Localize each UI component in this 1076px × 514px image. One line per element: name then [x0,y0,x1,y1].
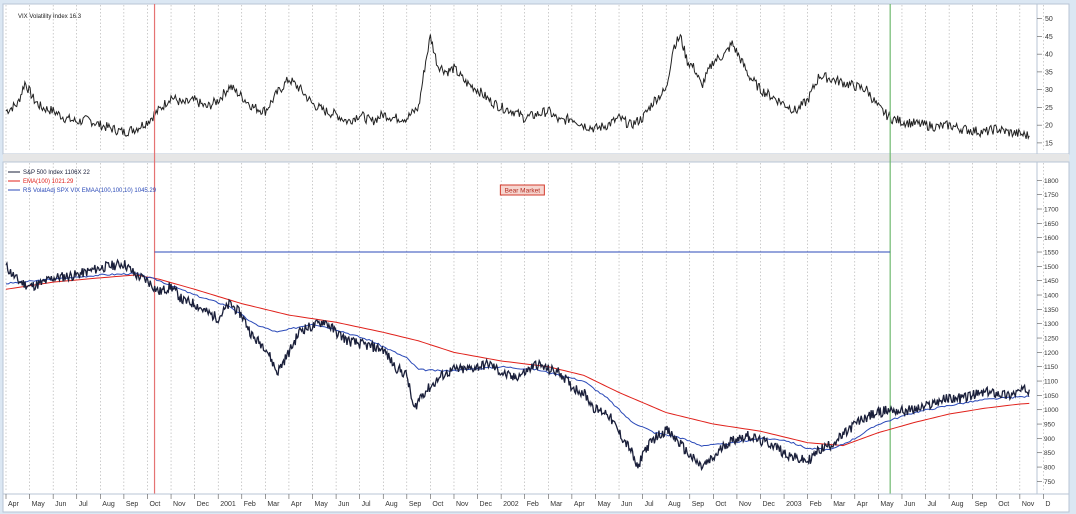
x-tick-label: 2002 [503,501,519,508]
x-tick-label: Aug [668,501,681,508]
x-tick-label: Jul [928,501,937,508]
bear-market-box [499,184,545,196]
spx-y-tick-label: 1050 [1044,393,1059,400]
spx-y-tick-label: 1550 [1044,250,1059,257]
x-tick-label: 2003 [786,501,802,508]
x-tick-label: Aug [385,501,398,508]
legend-adj: RS VolatAdj SPX VIX EMAA(100,100,10) 104… [23,188,157,194]
x-tick-label: Mar [550,501,563,508]
x-tick-label: Nov [173,501,186,508]
spx-y-tick-label: 1500 [1044,264,1059,271]
vix-axis-area [1036,3,1070,155]
x-tick-label: Jun [338,501,349,508]
vix-gridlines [5,5,1044,152]
spx-y-tick-label: 1400 [1044,293,1059,300]
x-tick-label: Feb [810,501,822,508]
spx-y-tick-label: 1000 [1044,407,1059,414]
vix-y-tick-label: 20 [1045,123,1053,130]
x-tick-label: Feb [527,501,539,508]
x-tick-label: Oct [149,501,160,508]
spx-y-tick-label: 850 [1044,450,1055,457]
spx-y-tick-label: 1800 [1044,178,1059,185]
x-tick-label: May [315,501,329,508]
x-tick-label: Feb [244,501,256,508]
x-axis-labels: Apr May Jun Jul Aug Sep Oct Nov Dec 2001 Feb Mar Apr… [5,494,1050,508]
x-tick-label: Oct [432,501,443,508]
x-tick-label: Apr [8,501,20,508]
x-tick-label: Apr [291,501,303,508]
bear-market-label: Bear Market [505,188,541,195]
x-axis-strip [2,493,1070,513]
spx-y-tick-label: 800 [1044,465,1055,472]
legend-spx: S&P 500 Index 1106X 22 [23,170,90,176]
vix-y-tick-label: 25 [1045,105,1053,112]
x-tick-label: May [32,501,46,508]
vix-y-tick-label: 30 [1045,87,1053,94]
x-tick-label: Nov [456,501,469,508]
spx-y-tick-label: 900 [1044,436,1055,443]
x-tick-label: May [880,501,894,508]
x-tick-label: 2001 [220,501,236,508]
spx-axis-area [1036,161,1070,495]
x-tick-label: Oct [715,501,726,508]
vix-panel [2,3,1038,155]
spx-y-tick-label: 1100 [1044,379,1058,386]
x-tick-label: Sep [975,501,988,508]
x-tick-label: Mar [833,501,846,508]
vix-y-tick-label: 45 [1045,34,1053,41]
x-tick-label: Nov [1022,501,1035,508]
vix-y-tick-label: 35 [1045,69,1053,76]
x-tick-label: Sep [692,501,705,508]
spx-y-tick-label: 1700 [1044,207,1059,214]
vix-y-tick-label: 15 [1045,140,1053,147]
spx-series-line [5,258,1030,472]
x-tick-label: Jun [55,501,66,508]
vix-y-tick-label: 40 [1045,52,1053,59]
x-tick-label: D [1045,501,1050,508]
spx-legend: S&P 500 Index 1106X 22 EMA(100) 1021.29 … [8,170,157,194]
x-tick-label: Jul [79,501,88,508]
x-tick-label: Apr [574,501,586,508]
x-tick-label: Mar [267,501,280,508]
x-tick-label: Sep [126,501,139,508]
spx-panel [2,161,1038,495]
vix-series-line [5,33,1030,140]
vix-title: VIX Volatility Index 16.3 [18,14,82,20]
x-tick-label: Aug [951,501,964,508]
spx-y-tick-label: 1650 [1044,221,1059,228]
spx-y-tick-label: 1350 [1044,307,1059,314]
vix-y-axis: 15 20 25 30 35 40 45 50 [1037,16,1053,147]
x-tick-label: Oct [998,501,1009,508]
x-tick-label: Dec [762,501,775,508]
spx-y-axis: 750 800 850 900 950 1000 1050 1100 1150 1200 1250 1… [1037,178,1059,486]
x-tick-label: Dec [197,501,210,508]
spx-y-tick-label: 1450 [1044,278,1059,285]
spx-y-tick-label: 1250 [1044,336,1059,343]
spx-y-tick-label: 1600 [1044,235,1059,242]
x-tick-label: Aug [102,501,115,508]
bear-market-annotation: Bear Market [499,184,545,196]
x-tick-label: Jul [645,501,654,508]
vertical-markers [153,4,891,494]
ema-series-line [5,274,1030,447]
spx-y-tick-label: 1150 [1044,364,1058,371]
x-tick-label: Dec [480,501,493,508]
spx-gridlines [5,163,1044,492]
spx-y-tick-label: 950 [1044,422,1055,429]
spx-y-tick-label: 1200 [1044,350,1059,357]
spx-y-tick-label: 1300 [1044,321,1059,328]
x-tick-label: Nov [739,501,752,508]
x-tick-label: Jun [904,501,915,508]
spx-y-tick-label: 750 [1044,479,1055,486]
x-tick-label: Jun [621,501,632,508]
x-tick-label: Sep [409,501,422,508]
spx-y-tick-label: 1750 [1044,192,1059,199]
vix-y-tick-label: 50 [1045,16,1053,23]
x-tick-label: Apr [857,501,869,508]
panel-separator [3,154,1069,162]
legend-ema: EMA(100) 1021.29 [23,179,74,185]
x-tick-label: Jul [362,501,371,508]
x-tick-label: May [597,501,611,508]
